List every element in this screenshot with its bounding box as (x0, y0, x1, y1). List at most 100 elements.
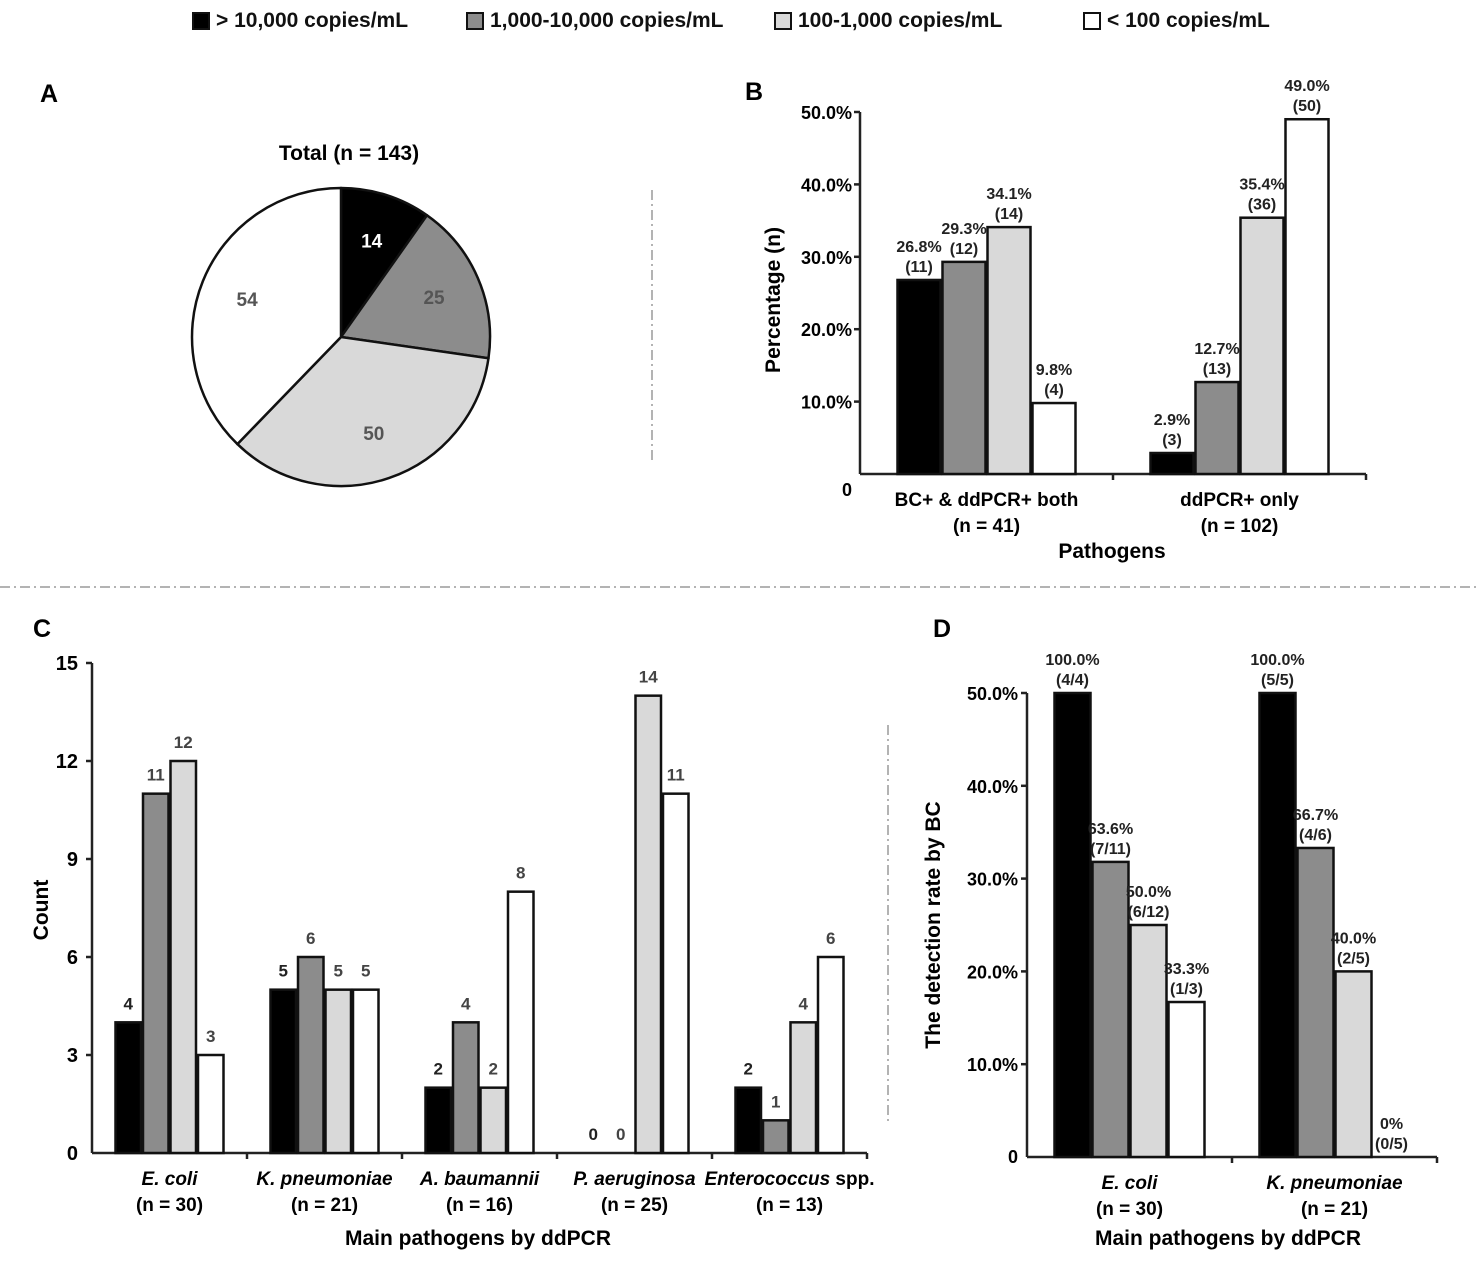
y-tick-label: 20.0% (801, 320, 852, 340)
bar-gt-10000 (114, 1021, 143, 1155)
x-category-label: A. baumannii (419, 1169, 540, 1190)
pie-slice-label: 50 (363, 424, 384, 445)
data-label-percent: 35.4% (1239, 177, 1284, 194)
data-label-count: (4) (1044, 382, 1064, 399)
bar-100-1000 (634, 694, 663, 1155)
data-label-percent: 34.1% (986, 186, 1031, 203)
panel-b-bar-chart: Percentage (n) Pathogens 0 10.0% 20.0% 30.0… (762, 78, 1368, 563)
bar-gt-10000 (1053, 691, 1092, 1159)
data-label-percent: 100.0% (1045, 652, 1099, 669)
data-label-percent: 29.3% (941, 221, 986, 238)
bar-100-1000 (1129, 923, 1168, 1159)
bar-100-1000 (789, 1021, 818, 1155)
legend-item-lt-100: < 100 copies/mL (1083, 4, 1270, 38)
data-label-count: (50) (1293, 98, 1321, 115)
x-category-n: (n = 30) (1096, 1199, 1163, 1220)
data-label-count: (4/6) (1299, 827, 1332, 844)
x-category-n: (n = 41) (953, 516, 1020, 537)
y-tick-label: 15 (56, 653, 78, 675)
bar-lt-100 (1284, 117, 1330, 476)
panel-letter-d: D (933, 615, 951, 643)
bar-gt-10000 (1149, 451, 1195, 476)
y-tick-label: 0 (1008, 1147, 1018, 1167)
data-label: 5 (279, 962, 288, 981)
bar-lt-100 (816, 955, 845, 1155)
data-label-count: (11) (905, 259, 933, 276)
y-tick-label: 6 (67, 947, 78, 969)
data-label: 8 (516, 864, 525, 883)
legend-label: < 100 copies/mL (1107, 9, 1270, 32)
data-label-count: (2/5) (1337, 950, 1370, 967)
y-tick-label: 40.0% (801, 175, 852, 195)
bar-lt-100 (196, 1053, 225, 1155)
x-category-n: (n = 21) (291, 1195, 358, 1216)
panel-letter-b: B (745, 78, 763, 106)
x-axis-title: Pathogens (1058, 540, 1165, 563)
legend-label: 1,000-10,000 copies/mL (490, 9, 724, 32)
data-label: 12 (174, 733, 193, 752)
pie-slice-gt-10000 (339, 186, 429, 339)
data-label: 2 (489, 1060, 498, 1079)
x-category-n: (n = 30) (136, 1195, 203, 1216)
x-category-label: Enterococcus spp. (705, 1169, 875, 1190)
data-label-count: (6/12) (1128, 904, 1170, 921)
y-tick-label: 3 (67, 1045, 78, 1067)
x-category-label: K. pneumoniae (256, 1169, 393, 1190)
bar-1000-10000 (296, 955, 325, 1155)
data-label: 14 (639, 668, 658, 687)
y-tick-label: 50.0% (801, 103, 852, 123)
bar-100-1000 (169, 759, 198, 1155)
bar-1000-10000 (1296, 846, 1335, 1159)
x-category-n: (n = 13) (756, 1195, 823, 1216)
data-label-percent: 9.8% (1036, 362, 1072, 379)
x-category-n: (n = 102) (1201, 516, 1279, 537)
data-label-percent: 100.0% (1250, 652, 1304, 669)
data-label: 2 (434, 1060, 443, 1079)
bar-gt-10000 (896, 278, 942, 476)
legend-label: 100-1,000 copies/mL (798, 9, 1003, 32)
legend-swatch-white (1083, 12, 1101, 30)
bar-gt-10000 (734, 1086, 763, 1155)
bar-1000-10000 (141, 792, 170, 1155)
x-category-n: (n = 25) (601, 1195, 668, 1216)
x-category-n: (n = 21) (1301, 1199, 1368, 1220)
pie-slice-label: 14 (361, 231, 383, 252)
legend-label: > 10,000 copies/mL (216, 9, 409, 32)
data-label: 4 (799, 994, 809, 1013)
data-label-count: (13) (1203, 361, 1231, 378)
bar-1000-10000 (1194, 380, 1240, 476)
y-axis-title: Percentage (n) (762, 227, 785, 373)
data-label-percent: 12.7% (1194, 341, 1239, 358)
bar-gt-10000 (424, 1086, 453, 1155)
x-category-label: ddPCR+ only (1180, 490, 1299, 511)
pie-slice-label: 25 (423, 288, 445, 309)
y-tick-label: 50.0% (967, 684, 1018, 704)
bar-100-1000 (324, 988, 353, 1155)
x-axis-title: Main pathogens by ddPCR (1095, 1227, 1361, 1250)
x-axis-title: Main pathogens by ddPCR (345, 1227, 611, 1250)
data-label: 5 (334, 962, 343, 981)
y-tick-label: 40.0% (967, 777, 1018, 797)
panel-letter-c: C (33, 615, 51, 643)
data-label: 4 (124, 994, 134, 1013)
data-label: 0 (589, 1125, 598, 1144)
data-label-percent: 0% (1380, 1116, 1403, 1133)
pie-slice-1000-10000 (339, 214, 492, 360)
bar-gt-10000 (269, 988, 298, 1155)
legend: > 10,000 copies/mL 1,000-10,000 copies/m… (0, 4, 1476, 40)
bar-1000-10000 (451, 1021, 480, 1155)
y-tick-label: 0 (67, 1143, 78, 1165)
legend-item-1000-10000: 1,000-10,000 copies/mL (466, 4, 723, 38)
data-label: 3 (206, 1027, 215, 1046)
bar-1000-10000 (1091, 860, 1130, 1159)
y-tick-label: 10.0% (967, 1055, 1018, 1075)
data-label-count: (5/5) (1261, 672, 1294, 689)
data-label-percent: 63.6% (1088, 821, 1133, 838)
x-category-label: E. coli (1102, 1173, 1159, 1194)
bar-100-1000 (1334, 970, 1373, 1159)
y-tick-label: 20.0% (967, 962, 1018, 982)
bar-lt-100 (661, 792, 690, 1155)
data-label: 1 (771, 1092, 780, 1111)
legend-swatch-dark-gray (466, 12, 484, 30)
legend-item-gt-10000: > 10,000 copies/mL (192, 4, 408, 38)
